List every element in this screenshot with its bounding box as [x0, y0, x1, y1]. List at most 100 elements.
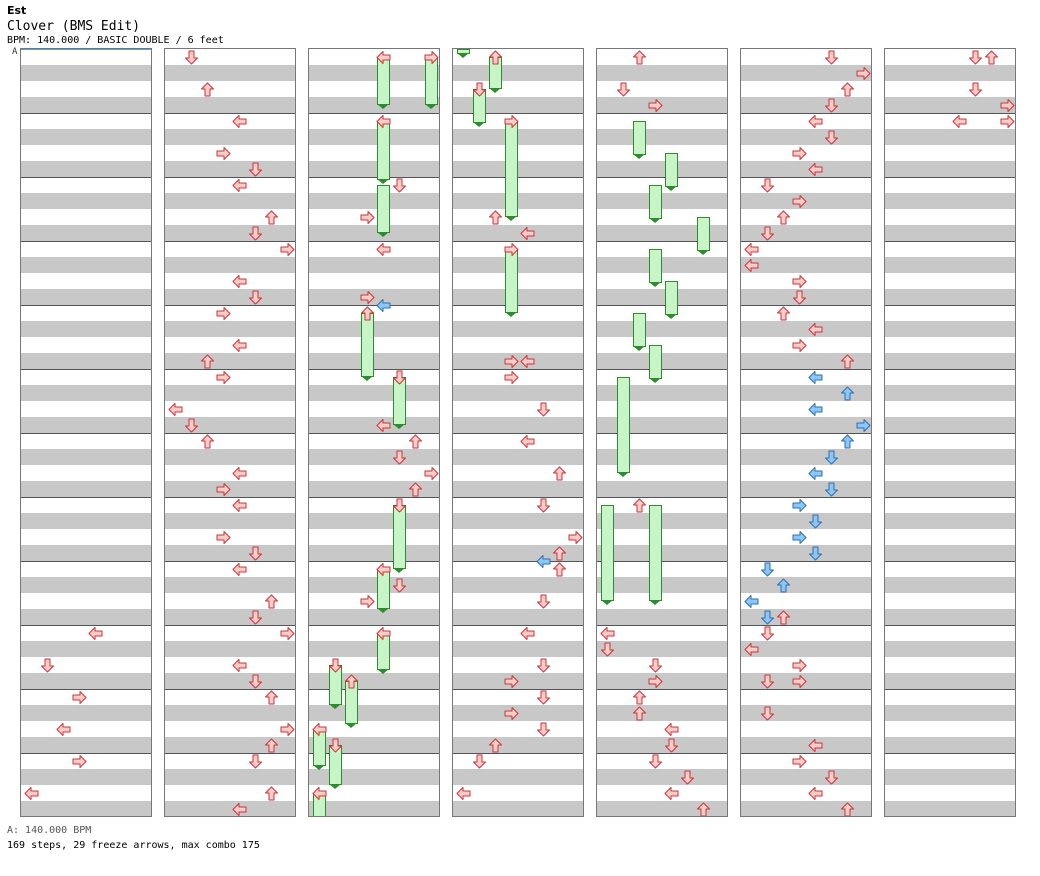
- arrow-left-icon: [232, 178, 247, 192]
- arrow-down-icon: [809, 514, 822, 528]
- measure-line: [21, 753, 151, 754]
- arrow-right-icon: [72, 690, 87, 704]
- measure-line: [741, 177, 871, 178]
- measure-line: [309, 433, 439, 434]
- arrow-down-icon: [809, 546, 822, 560]
- measure-line: [453, 561, 583, 562]
- arrow-right-icon: [280, 626, 295, 640]
- arrow-down-icon: [249, 226, 262, 240]
- measure-line: [21, 369, 151, 370]
- measure-line: [453, 625, 583, 626]
- measure-line: [309, 497, 439, 498]
- arrow-down-icon: [761, 626, 774, 640]
- measure-line: [597, 305, 727, 306]
- arrow-down-icon: [761, 226, 774, 240]
- measure-line: [453, 241, 583, 242]
- arrow-left-icon: [232, 338, 247, 352]
- arrow-left-icon: [376, 242, 391, 256]
- measure-line: [453, 497, 583, 498]
- measure-line: [597, 753, 727, 754]
- freeze-arrow: [377, 121, 390, 185]
- arrow-left-icon: [232, 562, 247, 576]
- arrow-right-icon: [360, 594, 375, 608]
- arrow-down-icon: [537, 498, 550, 512]
- chart-info: BPM: 140.000 / BASIC DOUBLE / 6 feet: [7, 35, 224, 46]
- arrow-left-icon: [520, 226, 535, 240]
- arrow-up-icon: [553, 546, 566, 560]
- measure-line: [741, 369, 871, 370]
- measure-line: [21, 561, 151, 562]
- artist-name: Est: [7, 4, 27, 17]
- arrow-right-icon: [216, 146, 231, 160]
- arrow-right-icon: [792, 274, 807, 288]
- arrow-up-icon: [265, 594, 278, 608]
- arrow-down-icon: [825, 450, 838, 464]
- arrow-right-icon: [568, 530, 583, 544]
- arrow-down-icon: [537, 594, 550, 608]
- freeze-arrow: [617, 377, 630, 477]
- arrow-left-icon: [808, 738, 823, 752]
- measure-line: [309, 689, 439, 690]
- measure-line: [597, 369, 727, 370]
- measure-line: [453, 305, 583, 306]
- arrow-down-icon: [825, 770, 838, 784]
- arrow-up-icon: [777, 578, 790, 592]
- arrow-up-icon: [777, 306, 790, 320]
- arrow-down-icon: [249, 290, 262, 304]
- arrow-left-icon: [808, 786, 823, 800]
- arrow-right-icon: [504, 114, 519, 128]
- arrow-up-icon: [265, 690, 278, 704]
- arrow-right-icon: [216, 530, 231, 544]
- arrow-up-icon: [633, 706, 646, 720]
- arrow-down-icon: [41, 658, 54, 672]
- arrow-left-icon: [232, 802, 247, 816]
- arrow-left-icon: [232, 498, 247, 512]
- measure-line: [885, 113, 1015, 114]
- freeze-arrow: [345, 681, 358, 729]
- arrow-up-icon: [777, 210, 790, 224]
- measure-line: [453, 433, 583, 434]
- arrow-right-icon: [216, 370, 231, 384]
- arrow-down-icon: [761, 610, 774, 624]
- arrow-down-icon: [969, 50, 982, 64]
- measure-line: [741, 305, 871, 306]
- arrow-up-icon: [841, 434, 854, 448]
- arrow-left-icon: [376, 626, 391, 640]
- arrow-down-icon: [761, 674, 774, 688]
- measure-line: [21, 625, 151, 626]
- freeze-arrow: [425, 57, 438, 109]
- arrow-up-icon: [777, 610, 790, 624]
- arrow-left-icon: [232, 466, 247, 480]
- arrow-left-icon: [744, 242, 759, 256]
- arrow-down-icon: [537, 402, 550, 416]
- arrow-right-icon: [360, 210, 375, 224]
- arrow-up-icon: [489, 738, 502, 752]
- arrow-left-icon: [808, 402, 823, 416]
- freeze-arrow: [457, 49, 470, 58]
- arrow-down-icon: [793, 290, 806, 304]
- measure-line: [885, 689, 1015, 690]
- measure-line: [309, 305, 439, 306]
- measure-line: [165, 753, 295, 754]
- arrow-left-icon: [600, 626, 615, 640]
- arrow-down-icon: [329, 658, 342, 672]
- freeze-arrow: [361, 313, 374, 381]
- measure-line: [21, 305, 151, 306]
- measure-line: [885, 753, 1015, 754]
- measure-line: [21, 113, 151, 114]
- chart-column-3: [308, 48, 440, 817]
- arrow-right-icon: [1000, 114, 1015, 128]
- arrow-left-icon: [312, 722, 327, 736]
- freeze-arrow: [505, 249, 518, 317]
- arrow-up-icon: [409, 482, 422, 496]
- freeze-arrow: [649, 249, 662, 287]
- measure-line: [741, 433, 871, 434]
- measure-line: [453, 689, 583, 690]
- arrow-down-icon: [249, 754, 262, 768]
- arrow-down-icon: [601, 642, 614, 656]
- arrow-up-icon: [265, 786, 278, 800]
- arrow-down-icon: [649, 754, 662, 768]
- arrow-up-icon: [361, 306, 374, 320]
- measure-line: [309, 561, 439, 562]
- freeze-arrow: [377, 185, 390, 237]
